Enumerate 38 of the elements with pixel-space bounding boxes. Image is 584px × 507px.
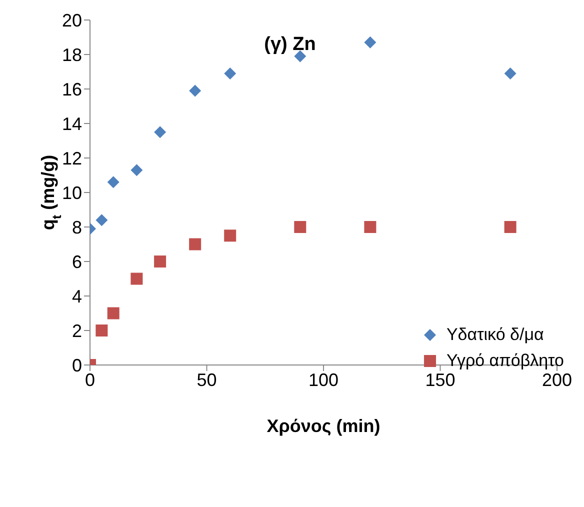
y-tick-label: 10	[62, 182, 82, 203]
x-tick-label: 50	[196, 370, 217, 390]
point	[189, 84, 202, 97]
legend-label: Υγρό απόβλητο	[446, 351, 564, 371]
y-tick-label: 20	[62, 10, 82, 30]
x-tick-label: 0	[84, 370, 96, 390]
y-tick-label: 0	[72, 355, 82, 376]
point	[504, 221, 516, 233]
point	[154, 256, 166, 268]
point	[224, 67, 236, 80]
y-tick-label: 16	[62, 79, 82, 100]
point	[96, 324, 108, 336]
point	[130, 272, 143, 285]
point	[364, 36, 376, 48]
x-tick-label: 150	[425, 370, 456, 390]
point	[504, 67, 516, 80]
point	[189, 238, 202, 250]
point	[107, 307, 120, 320]
y-tick-label: 18	[62, 44, 82, 65]
point	[294, 50, 306, 62]
y-tick-label: 14	[62, 114, 82, 134]
x-tick-label: 100	[308, 370, 339, 390]
point	[107, 176, 120, 188]
point	[130, 164, 143, 176]
point	[96, 214, 108, 226]
point	[224, 230, 236, 242]
point	[364, 221, 376, 233]
y-tick-label: 4	[72, 286, 82, 306]
legend-label: Υδατικό δ/μα	[446, 325, 544, 345]
x-axis-title: Χρόνος (min)	[266, 416, 380, 436]
y-tick-label: 12	[62, 148, 82, 168]
text: (γ) Zn	[264, 34, 316, 55]
y-tick-label: 6	[72, 252, 82, 272]
y-tick-label: 2	[72, 320, 82, 341]
x-tick-label: 200	[542, 370, 572, 390]
point	[154, 126, 166, 138]
y-tick-label: 8	[72, 217, 82, 238]
point	[294, 221, 306, 233]
